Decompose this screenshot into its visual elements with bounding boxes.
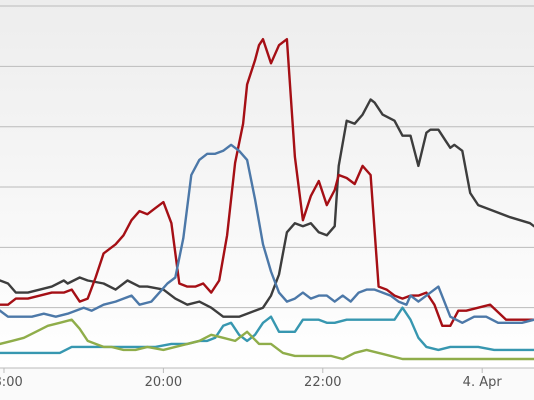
x-axis: 18:00 20:00 22:00 4. Apr xyxy=(0,368,502,390)
x-tick-label-1: 20:00 xyxy=(145,375,182,390)
series-line-0 xyxy=(0,98,534,318)
x-axis-band xyxy=(0,368,534,400)
series-group xyxy=(0,38,534,361)
plot-background xyxy=(0,0,534,368)
series-line-2 xyxy=(0,143,534,324)
x-tick-label-3: 4. Apr xyxy=(463,375,503,390)
x-tick-label-0: 18:00 xyxy=(0,375,23,390)
x-tick-label-2: 22:00 xyxy=(304,375,341,390)
grid xyxy=(0,5,534,369)
series-line-4 xyxy=(0,318,534,361)
series-line-1 xyxy=(0,38,534,327)
